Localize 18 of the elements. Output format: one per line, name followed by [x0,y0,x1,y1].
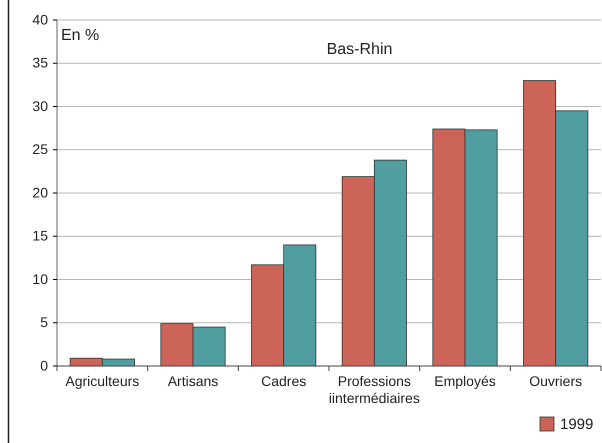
y-tick-label: 20 [32,184,48,200]
text: Bas-Rhin [326,41,392,58]
x-tick-label: Professions iintermédiaires [328,373,420,406]
y-tick-label: 25 [32,141,48,158]
x-tick-label: Cadres [261,373,306,389]
x-tick-label: Ouvriers [529,373,582,389]
x-tick-label: Artisans [168,373,218,389]
x-tick-label: Agriculteurs [65,373,140,389]
y-tick-label: 40 [32,11,48,28]
y-tick-label: 30 [32,98,48,114]
legend-label: 1999 [560,416,594,433]
y-tick-label: 15 [32,228,48,244]
y-tick-label: 5 [40,314,48,330]
y-tick-label: 35 [32,54,48,71]
x-tick-label: Employés [434,373,496,389]
y-tick-label: 10 [32,270,48,287]
y-axis-title: En % [61,27,100,44]
y-tick-label: 0 [40,357,48,374]
